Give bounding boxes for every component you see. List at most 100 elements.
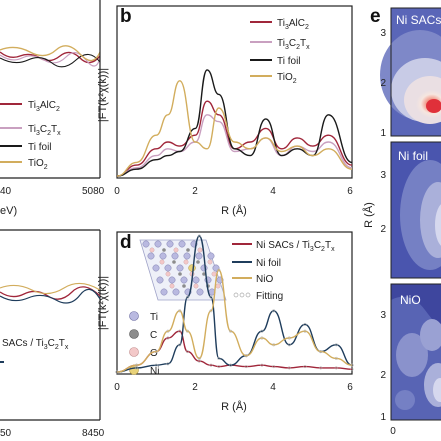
panel-b-x-tick-0: 0: [114, 186, 120, 197]
panel-d-fit-point-1-7: [209, 295, 213, 299]
panel-d-fit-point-1-11: [260, 329, 264, 333]
panel-b-x-label: R (Å): [221, 204, 247, 217]
panel-d-x-label: R (Å): [221, 400, 247, 413]
panel-d-frame: [116, 231, 353, 375]
panel-d-fit-point-2-8: [217, 268, 221, 272]
panel-c-x-tick-0: 50: [0, 428, 12, 439]
wt-map-nio: NiO 3 2 1 0: [380, 283, 441, 437]
panel-d-series-group: [115, 234, 354, 374]
panel-d: d |FT(k²χ(k))|: [97, 231, 354, 413]
panel-d-legend: Ni SACs / Ti3C2Tx Ni foil NiO Fitting: [232, 240, 335, 302]
panel-d-fit-point-0-13: [287, 366, 291, 370]
panel-a-legend: Ti3AlC2 Ti3C2Tx Ti foil TiO2: [0, 100, 61, 171]
panel-b-legend: Ti3AlC2 Ti3C2Tx Ti foil TiO2: [250, 18, 310, 85]
panel-d-fit-point-1-5: [185, 295, 190, 299]
panel-a-curve-tio2: [0, 45, 101, 62]
panel-e-y-label: R (Å): [362, 202, 375, 228]
panel-d-y-label: |FT(k²χ(k))|: [97, 276, 109, 330]
atom-legend-c: C: [150, 330, 157, 341]
panel-b: b |FT(k²χ(k))| Ti3AlC2 Ti3C2Tx Ti foil T…: [97, 5, 353, 217]
panel-d-x-tick-3: 6: [347, 382, 353, 393]
panel-b-legend-item-1: Ti3C2Tx: [277, 38, 310, 51]
panel-d-fit-point-1-3: [166, 362, 170, 366]
panel-b-series-3: [116, 80, 353, 177]
wt-y-tick-mid-0: 3: [380, 170, 386, 181]
wt-y-tick-top-1: 2: [380, 78, 386, 89]
panel-d-fit-point-1-6: [197, 234, 201, 238]
panel-b-y-label: |FT(k²χ(k))|: [97, 68, 109, 122]
panel-b-x-tick-1: 2: [192, 186, 198, 197]
panel-b-letter: b: [120, 6, 132, 27]
panel-d-fit-point-1-13: [287, 343, 291, 347]
panel-b-legend-item-0: Ti3AlC2: [277, 18, 309, 31]
panel-b-series-group: [116, 69, 353, 177]
panel-b-legend-item-2: Ti foil: [277, 56, 301, 67]
panel-d-fit-point-0-16: [334, 366, 338, 370]
crystal-structure-inset: [139, 239, 227, 301]
wt-y-tick-mid-1: 2: [380, 224, 386, 235]
panel-a-legend-item-3: TiO2: [28, 158, 48, 171]
panel-d-fit-point-2-2: [154, 350, 158, 354]
atom-legend-o: O: [150, 348, 158, 359]
panel-c-legend-item-0: SACs / Ti3C2Tx: [2, 338, 69, 351]
panel-b-x-tick-2: 4: [270, 186, 276, 197]
panel-d-fit-point-2-17: [350, 363, 354, 367]
panel-d-fit-point-2-0: [115, 370, 119, 374]
wt-map-label-ni-sacs: Ni SACs: [396, 13, 441, 27]
panel-a-curve-ti3c2tx: [0, 52, 101, 67]
panel-d-fit-point-1-2: [154, 363, 158, 367]
panel-b-x-tick-3: 6: [347, 186, 353, 197]
panel-d-fit-point-2-13: [287, 336, 291, 340]
panel-d-fit-point-0-5: [185, 350, 190, 354]
panel-d-fit-point-1-12: [272, 309, 276, 313]
panel-d-fit-point-0-11: [260, 363, 264, 367]
panel-d-fit-point-1-14: [303, 322, 307, 326]
panel-a-x-tick-1: 5080: [82, 186, 105, 197]
panel-b-series-1: [116, 114, 353, 177]
panel-d-fit-point-0-17: [350, 367, 354, 371]
panel-d-fit-point-0-7: [209, 363, 213, 367]
panel-d-x-tick-2: 4: [270, 382, 276, 393]
panel-a-curve-ti3alc2: [0, 51, 101, 64]
panel-c-x-tick-1: 8450: [82, 428, 105, 439]
panel-a: Ti3AlC2 Ti3C2Tx Ti foil TiO2 40 5080 eV): [0, 0, 105, 217]
panel-d-fit-point-2-9: [229, 329, 233, 333]
panel-b-frame: [116, 5, 353, 179]
panel-d-fit-point-2-14: [303, 329, 307, 333]
panel-d-legend-item-2: NiO: [256, 274, 273, 285]
panel-d-fit-point-1-8: [217, 356, 221, 360]
panel-d-fit-point-2-5: [185, 329, 190, 333]
wt-y-tick-top-2: 1: [380, 128, 386, 139]
wt-y-tick-top-0: 3: [380, 28, 386, 39]
panel-d-fit-point-0-3: [166, 336, 170, 340]
panel-d-fit-point-1-9: [229, 363, 233, 367]
panel-d-fit-point-0-15: [319, 366, 323, 370]
panel-d-fit-point-0-10: [244, 365, 248, 369]
panel-d-fit-point-1-4: [178, 343, 182, 347]
wt-y-tick-bot-2: 1: [380, 412, 386, 423]
panel-c: SACs / Ti3C2Tx 50 8450: [0, 229, 105, 439]
panel-d-fit-point-2-1: [135, 363, 139, 367]
panel-d-legend-item-0: Ni SACs / Ti3C2Tx: [256, 240, 335, 253]
atom-legend-ni: Ni: [150, 366, 159, 377]
panel-d-fit-point-0-4: [178, 329, 182, 333]
wt-map-label-nio: NiO: [400, 293, 421, 307]
panel-b-series-0: [116, 100, 353, 177]
panel-d-x-tick-0: 0: [114, 382, 120, 393]
panel-d-fit-point-2-11: [260, 336, 264, 340]
panel-d-fit-point-2-3: [166, 329, 170, 333]
panel-e-letter: e: [370, 6, 381, 27]
panel-a-curve-tifoil: [0, 53, 101, 68]
panel-a-legend-item-0: Ti3AlC2: [28, 100, 60, 113]
wt-map-label-ni-foil: Ni foil: [398, 149, 428, 163]
panel-d-fit-point-2-7: [209, 309, 213, 313]
panel-d-fit-point-2-6: [197, 356, 201, 360]
panel-d-legend-item-3: Fitting: [256, 291, 283, 302]
panel-d-letter: d: [120, 232, 132, 253]
panel-b-series-2: [116, 69, 353, 177]
panel-d-series-1: [116, 235, 353, 373]
wt-x-tick-0: 0: [390, 426, 396, 437]
panel-a-legend-item-2: Ti foil: [28, 142, 52, 153]
panel-d-fit-point-2-10: [244, 354, 248, 358]
